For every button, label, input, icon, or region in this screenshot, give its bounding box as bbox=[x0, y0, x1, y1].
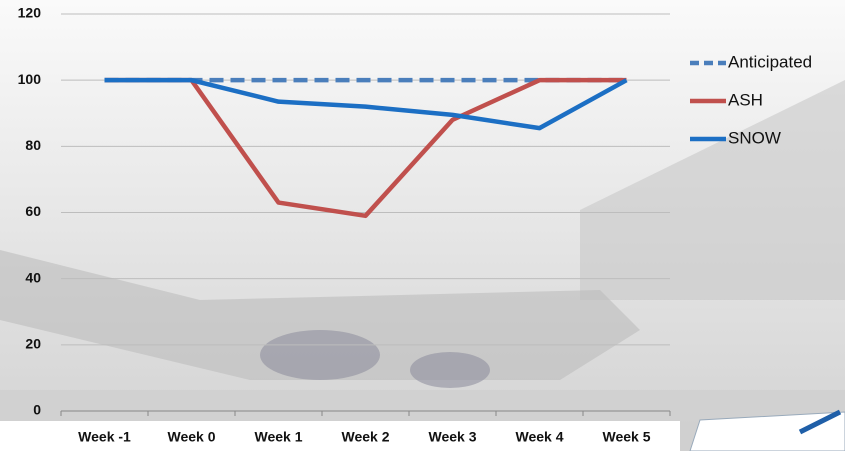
legend-label: SNOW bbox=[728, 128, 781, 147]
x-tick-label: Week 0 bbox=[168, 429, 216, 445]
y-tick-label: 100 bbox=[18, 71, 42, 87]
legend-label: ASH bbox=[728, 90, 763, 109]
x-tick-label: Week -1 bbox=[78, 429, 131, 445]
x-tick-label: Week 3 bbox=[429, 429, 477, 445]
y-tick-label: 80 bbox=[25, 137, 41, 153]
x-tick-label: Week 5 bbox=[603, 429, 651, 445]
engine bbox=[410, 352, 490, 388]
x-tick-label: Week 1 bbox=[255, 429, 303, 445]
y-tick-label: 120 bbox=[18, 5, 42, 21]
y-tick-label: 20 bbox=[25, 336, 41, 352]
y-tick-label: 40 bbox=[25, 269, 41, 285]
y-tick-label: 60 bbox=[25, 203, 41, 219]
legend-label: Anticipated bbox=[728, 52, 812, 71]
x-tick-label: Week 2 bbox=[342, 429, 390, 445]
engine bbox=[260, 330, 380, 380]
chart: 0 20 40 60 80 100 120 Week -1 Week 0 Week 1 Week 2… bbox=[0, 0, 845, 451]
y-tick-label: 0 bbox=[33, 402, 41, 418]
x-tick-label: Week 4 bbox=[516, 429, 564, 445]
